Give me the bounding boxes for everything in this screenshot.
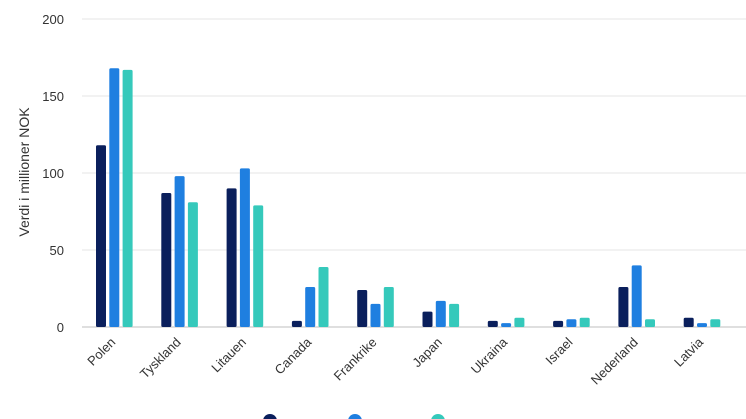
y-tick-label: 200 xyxy=(42,12,64,27)
bar xyxy=(645,319,655,327)
bar xyxy=(618,286,629,327)
bar xyxy=(96,145,106,327)
bar xyxy=(318,266,329,327)
bar xyxy=(710,319,721,327)
x-tick-label: Ukraina xyxy=(468,334,511,377)
x-tick-label: Japan xyxy=(409,335,445,371)
bar xyxy=(305,286,316,327)
bar xyxy=(370,303,381,327)
bars xyxy=(96,68,721,327)
y-axis-ticks: 0 50 100 150 200 xyxy=(42,12,64,335)
x-tick-label: Tyskland xyxy=(137,335,184,382)
x-tick-label: Frankrike xyxy=(331,335,380,384)
bar xyxy=(553,320,564,327)
bar xyxy=(422,311,433,327)
x-tick-label: Litauen xyxy=(208,335,249,376)
bar xyxy=(579,317,590,327)
bar xyxy=(435,300,446,327)
x-tick-label: Polen xyxy=(84,335,118,369)
bar xyxy=(187,202,198,327)
bar xyxy=(697,323,707,327)
bar xyxy=(514,317,525,327)
bar xyxy=(226,188,237,327)
legend-marker xyxy=(431,414,445,419)
bar xyxy=(174,176,185,327)
bar xyxy=(109,68,120,327)
bar xyxy=(631,265,642,327)
bar xyxy=(683,317,694,327)
y-axis-label: Verdi i millioner NOK xyxy=(16,107,32,237)
y-tick-label: 50 xyxy=(50,243,64,258)
bar xyxy=(487,320,498,327)
bar xyxy=(239,168,250,327)
bar xyxy=(357,290,368,327)
bar xyxy=(253,205,264,327)
bar xyxy=(122,69,133,327)
bar xyxy=(566,319,577,327)
bar xyxy=(291,320,302,327)
legend-marker xyxy=(348,414,362,419)
x-tick-label: Canada xyxy=(272,334,315,377)
y-tick-label: 100 xyxy=(42,166,64,181)
x-tick-label: Israel xyxy=(542,334,575,367)
bar xyxy=(449,303,460,327)
legend xyxy=(263,414,445,419)
bar xyxy=(161,193,172,327)
x-tick-label: Nederland xyxy=(588,335,641,388)
x-tick-label: Latvia xyxy=(671,334,707,370)
legend-marker xyxy=(263,414,277,419)
y-tick-label: 0 xyxy=(57,320,64,335)
bar xyxy=(383,286,394,327)
y-tick-label: 150 xyxy=(42,89,64,104)
bar xyxy=(501,323,512,327)
x-axis-ticks: Polen Tyskland Litauen Canada Frankrike Japan… xyxy=(84,334,706,388)
